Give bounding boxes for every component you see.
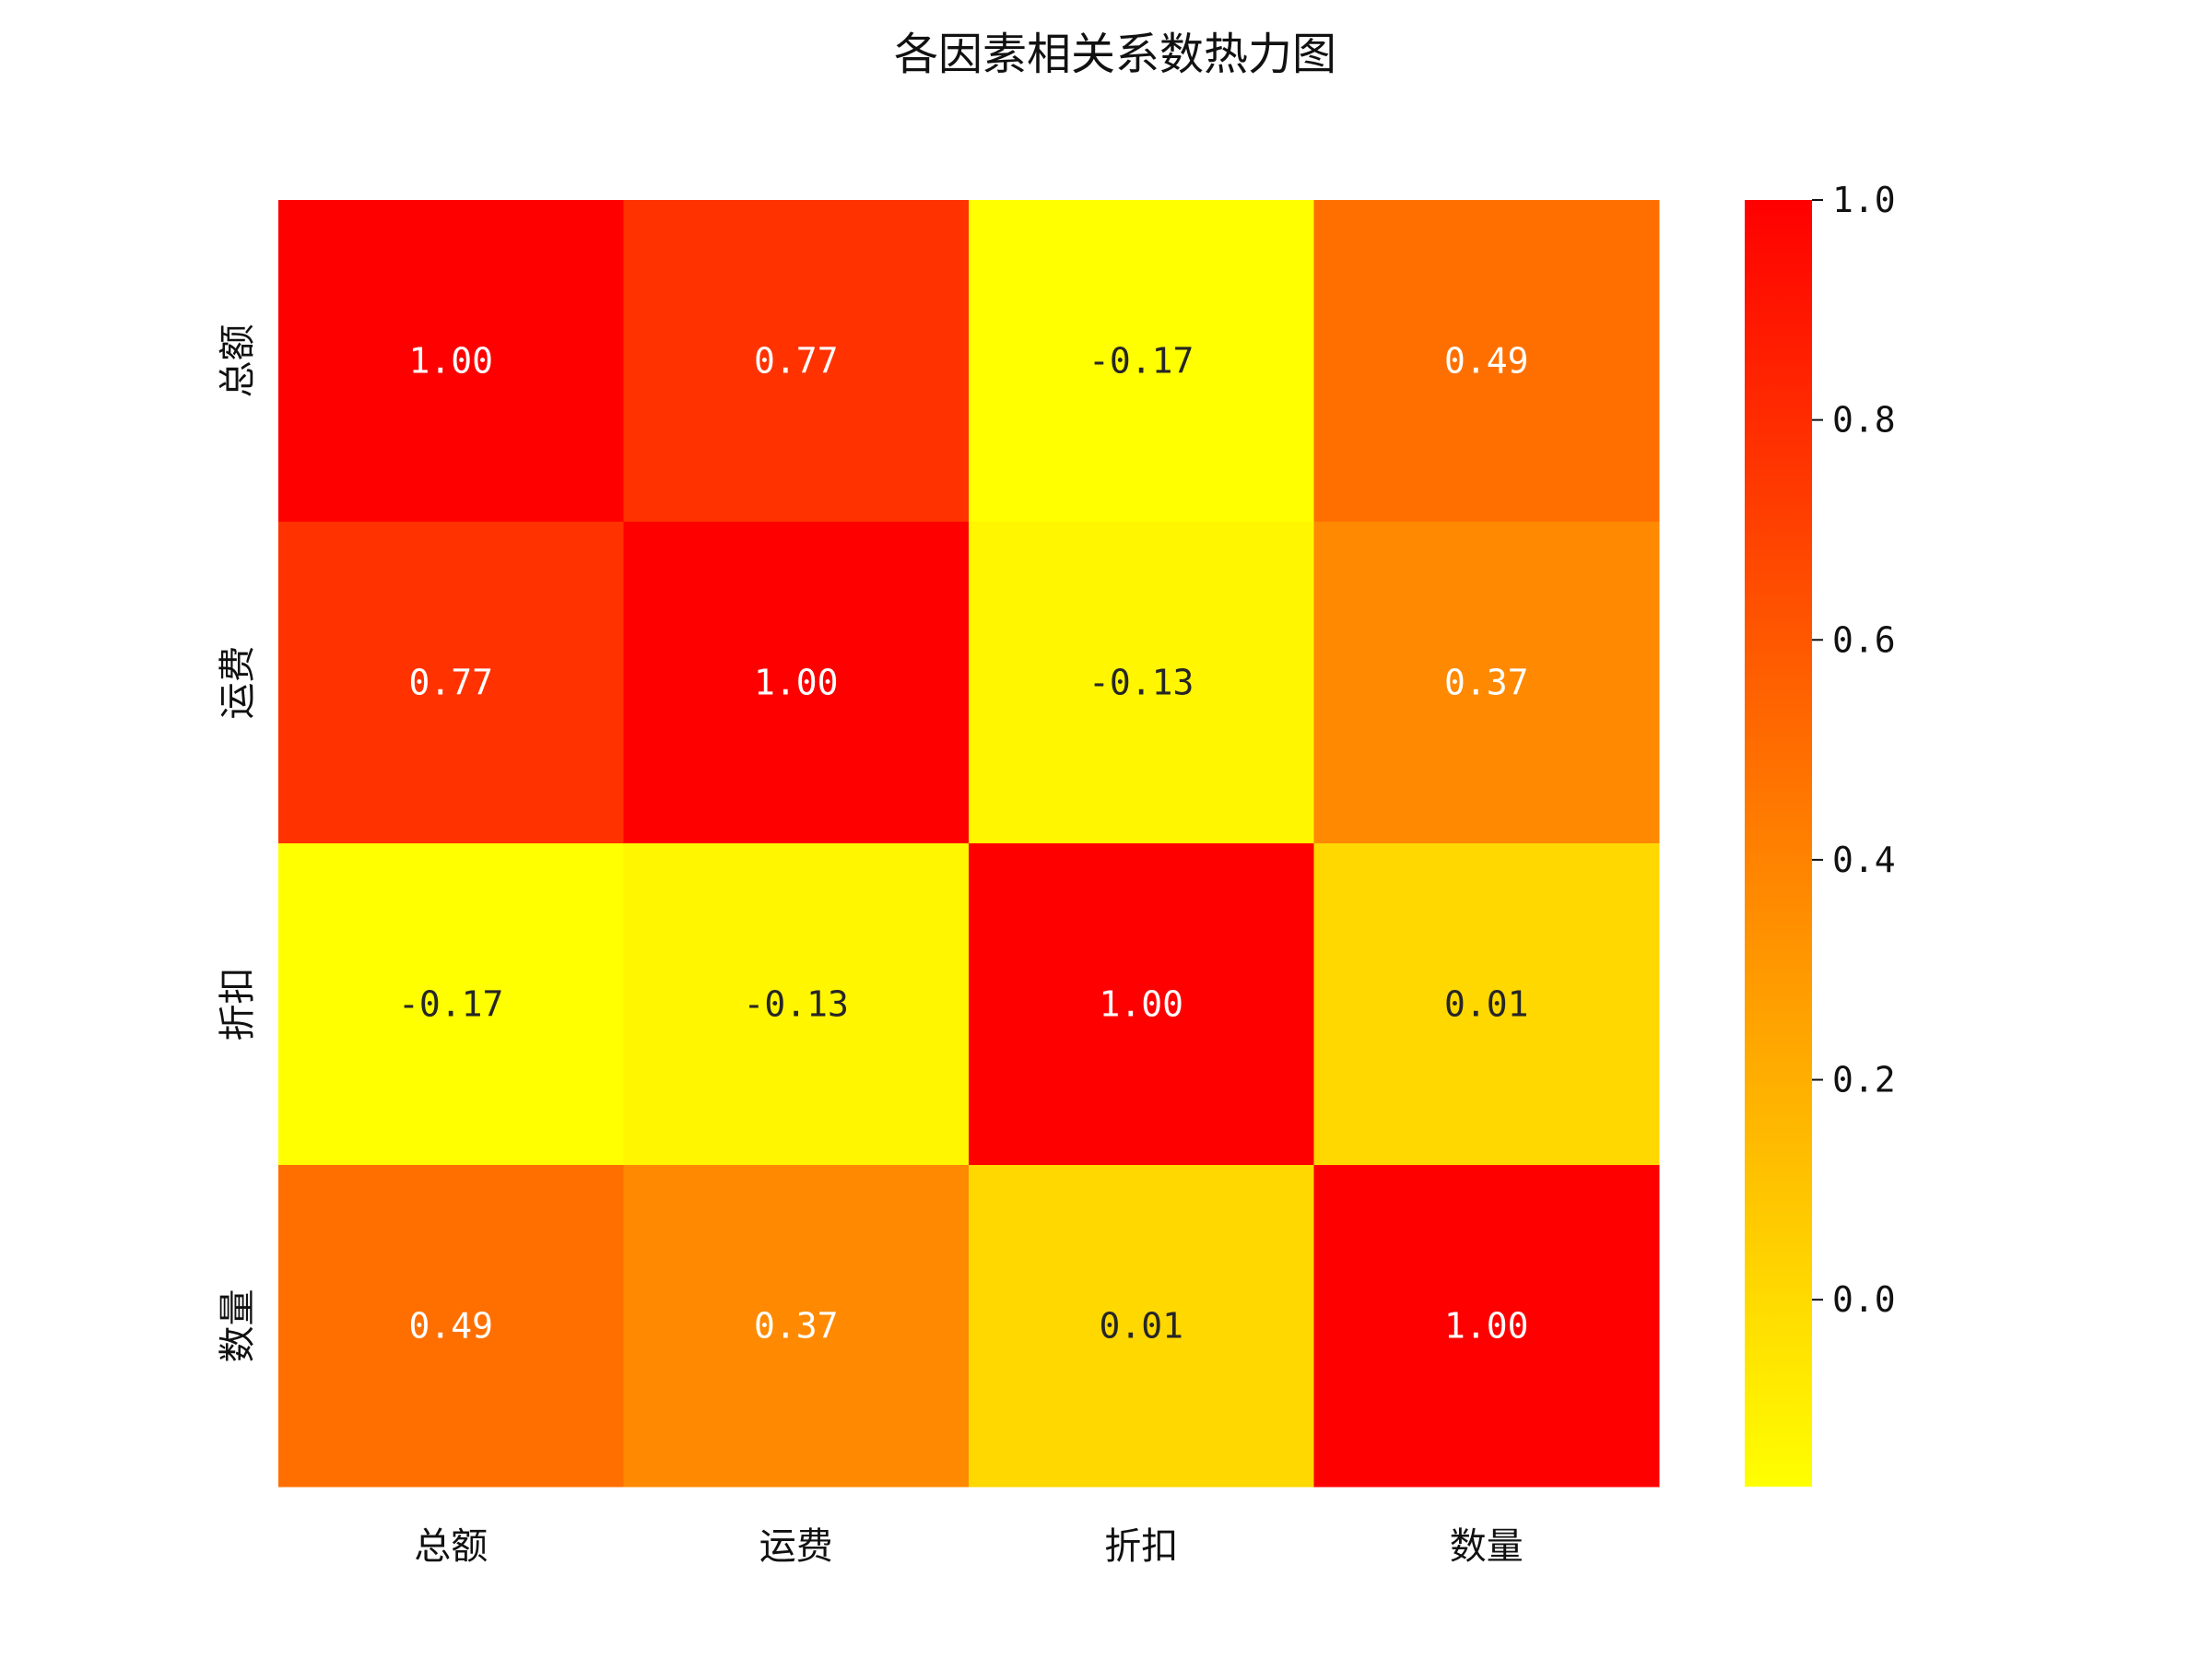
colorbar-gradient — [1745, 200, 1812, 1487]
heatmap-cell-2-2 — [969, 843, 1314, 1166]
x-tick-label-1: 运费 — [759, 1525, 833, 1568]
x-tick-label-0: 总额 — [414, 1525, 488, 1568]
heatmap-cell-3-0 — [278, 1165, 624, 1488]
colorbar-tick-label-2: 0.4 — [1832, 840, 1896, 880]
heatmap-cell-1-3 — [1313, 522, 1660, 844]
cell-value-label-0-1: 0.77 — [754, 341, 839, 382]
cell-value-label-1-1: 1.00 — [754, 663, 839, 703]
cell-value-label-3-0: 0.49 — [408, 1306, 493, 1347]
heatmap-cell-3-1 — [623, 1165, 970, 1488]
cell-value-label-1-3: 0.37 — [1444, 663, 1529, 703]
cell-value-label-2-2: 1.00 — [1099, 984, 1183, 1025]
heatmap-cell-1-0 — [278, 522, 624, 844]
x-tick-label-2: 折扣 — [1104, 1525, 1178, 1568]
cell-value-label-3-1: 0.37 — [754, 1306, 839, 1347]
heatmap-cells — [278, 200, 1660, 1488]
heatmap-cell-0-2 — [969, 200, 1314, 523]
cell-value-label-0-2: -0.17 — [1088, 341, 1194, 382]
cell-value-label-0-0: 1.00 — [408, 341, 493, 382]
heatmap-cell-2-3 — [1313, 843, 1660, 1166]
heatmap-cell-1-1 — [623, 522, 970, 844]
colorbar: 0.0 0.2 0.4 0.6 0.8 1.0 — [1745, 180, 1896, 1487]
chart-title: 各因素相关系数热力图 — [894, 29, 1336, 80]
heatmap-cell-0-0 — [278, 200, 624, 523]
heatmap-cell-1-2 — [969, 522, 1314, 844]
cell-value-label-1-2: -0.13 — [1088, 663, 1194, 703]
colorbar-tick-label-5: 1.0 — [1832, 180, 1896, 220]
colorbar-tick-label-4: 0.8 — [1832, 400, 1896, 441]
cell-value-label-2-0: -0.17 — [398, 984, 503, 1025]
heatmap-cell-3-2 — [969, 1165, 1314, 1488]
y-tick-label-1: 运费 — [217, 646, 259, 720]
colorbar-tick-label-0: 0.0 — [1832, 1279, 1896, 1320]
cell-value-label-0-3: 0.49 — [1444, 341, 1529, 382]
x-axis: 总额 运费 折扣 数量 — [414, 1525, 1524, 1568]
colorbar-ticks: 0.0 0.2 0.4 0.6 0.8 1.0 — [1812, 180, 1896, 1320]
heatmap-cell-2-0 — [278, 843, 624, 1166]
cell-value-label-1-0: 0.77 — [408, 663, 493, 703]
heatmap-cell-labels: 1.00 0.77 -0.17 0.49 0.77 1.00 -0.13 0.37 -0.17 -… — [398, 341, 1528, 1347]
cell-value-label-3-3: 1.00 — [1444, 1306, 1529, 1347]
cell-value-label-2-3: 0.01 — [1444, 984, 1529, 1025]
colorbar-tick-label-1: 0.2 — [1832, 1060, 1896, 1100]
heatmap-cell-0-1 — [623, 200, 970, 523]
y-tick-label-3: 数量 — [217, 1289, 259, 1363]
heatmap-cell-3-3 — [1313, 1165, 1660, 1488]
colorbar-tick-label-3: 0.6 — [1832, 619, 1896, 660]
x-tick-label-3: 数量 — [1450, 1525, 1524, 1568]
y-tick-label-0: 总额 — [217, 324, 259, 398]
cell-value-label-2-1: -0.13 — [744, 984, 849, 1025]
heatmap-cell-0-3 — [1313, 200, 1660, 523]
heatmap-cell-2-1 — [623, 843, 970, 1166]
cell-value-label-3-2: 0.01 — [1099, 1306, 1183, 1347]
y-tick-label-2: 折扣 — [217, 968, 259, 1041]
